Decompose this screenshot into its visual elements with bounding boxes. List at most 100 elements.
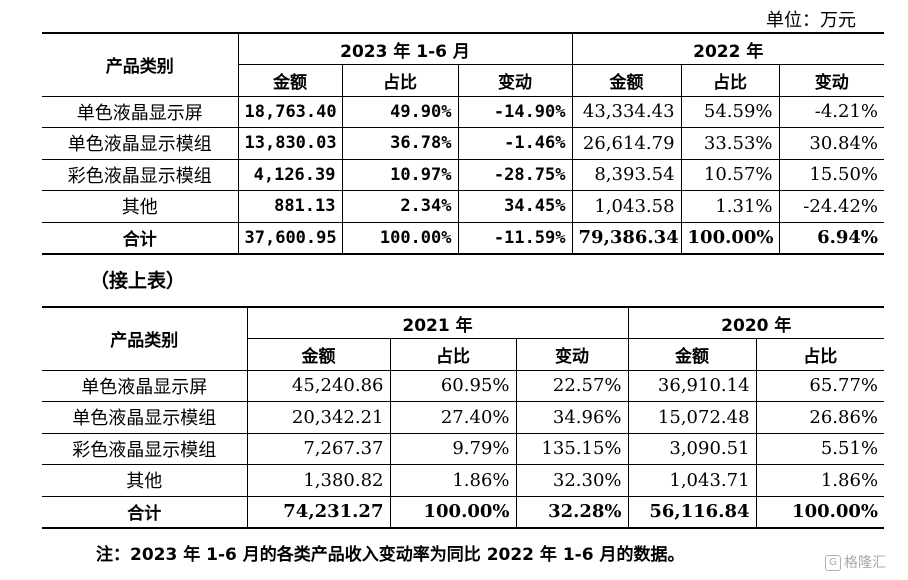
row-category: 其他 (126, 471, 163, 493)
cell-value: 27.40% (389, 401, 516, 433)
sub-header: 占比 (341, 64, 458, 96)
group-header-2021: 2021 年 (246, 307, 629, 339)
cell-value: 36.78% (341, 127, 458, 159)
table-row: 单色液晶显示屏 45,240.86 60.95% 22.57% 36,910.1… (42, 370, 885, 402)
cell-value: -1.46% (457, 127, 573, 159)
total-value: 6.94% (778, 222, 885, 254)
total-value: 74,231.27 (246, 496, 390, 528)
cell-value: -28.75% (457, 159, 573, 191)
cell-value: 2.34% (341, 190, 458, 222)
cell-value: 10.57% (680, 159, 780, 191)
cell-value: 33.53% (680, 127, 780, 159)
cell-value: -4.21% (778, 96, 885, 128)
revenue-table-2021-2020: 产品类别 2021 年 2020 年 金额 占比 变动 金额 占比 单色液晶显示… (42, 306, 885, 529)
cell-value: 20,342.21 (246, 401, 390, 433)
category-header: 产品类别 (42, 307, 247, 371)
cell-value: 26,614.79 (571, 127, 682, 159)
cell-value: 34.96% (515, 401, 629, 433)
footnote: 注：2023 年 1-6 月的各类产品收入变动率为同比 2022 年 1-6 月… (96, 545, 685, 565)
total-value: 79,386.34 (571, 222, 682, 254)
sub-header: 金额 (237, 64, 342, 96)
cell-value: 10.97% (341, 159, 458, 191)
sub-header: 变动 (778, 64, 885, 96)
table-row: 其他 1,380.82 1.86% 32.30% 1,043.71 1.86% (42, 464, 885, 496)
cell-value: 4,126.39 (237, 159, 342, 191)
cell-value: 881.13 (237, 190, 342, 222)
cell-value: 36,910.14 (627, 370, 757, 402)
sub-header: 变动 (515, 338, 629, 370)
cell-value: 9.79% (389, 433, 516, 465)
row-category: 其他 (121, 197, 158, 219)
cell-value: 1.86% (389, 464, 516, 496)
cell-value: 7,267.37 (246, 433, 390, 465)
sub-header: 金额 (571, 64, 682, 96)
cell-value: 15.50% (778, 159, 885, 191)
cell-value: 26.86% (755, 401, 885, 433)
cell-value: 49.90% (341, 96, 458, 128)
group-header-2022: 2022 年 (571, 33, 885, 65)
watermark-text: 格隆汇 (844, 555, 886, 571)
row-category: 彩色液晶显示模组 (72, 439, 217, 461)
cell-value: 1.86% (755, 464, 885, 496)
row-category: 单色液晶显示屏 (76, 102, 203, 124)
unit-label: 单位：万元 (766, 10, 856, 31)
cell-value: 1,380.82 (246, 464, 390, 496)
cell-value: 1,043.71 (627, 464, 757, 496)
table-row: 彩色液晶显示模组 4,126.39 10.97% -28.75% 8,393.5… (42, 159, 885, 191)
sub-header: 变动 (457, 64, 573, 96)
cell-value: 22.57% (515, 370, 629, 402)
group-header-2023h1: 2023 年 1-6 月 (237, 33, 573, 65)
sub-header: 占比 (389, 338, 516, 370)
cell-value: 30.84% (778, 127, 885, 159)
cell-value: 1,043.58 (571, 190, 682, 222)
group-header-2020: 2020 年 (627, 307, 885, 339)
cell-value: 54.59% (680, 96, 780, 128)
total-value: 100.00% (680, 222, 780, 254)
cell-value: 18,763.40 (237, 96, 342, 128)
row-category: 单色液晶显示屏 (81, 376, 208, 398)
watermark: G 格隆汇 (825, 552, 886, 572)
total-row: 合计 37,600.95 100.00% -11.59% 79,386.34 1… (42, 222, 885, 254)
cell-value: -24.42% (778, 190, 885, 222)
cell-value: 60.95% (389, 370, 516, 402)
total-label: 合计 (122, 230, 157, 250)
category-header: 产品类别 (42, 33, 238, 97)
cell-value: 135.15% (515, 433, 629, 465)
table-row: 单色液晶显示模组 20,342.21 27.40% 34.96% 15,072.… (42, 401, 885, 433)
continued-label: （接上表） (90, 270, 186, 292)
cell-value: 34.45% (457, 190, 573, 222)
cell-value: 5.51% (755, 433, 885, 465)
total-value: 32.28% (515, 496, 629, 528)
cell-value: 65.77% (755, 370, 885, 402)
cell-value: 3,090.51 (627, 433, 757, 465)
table-row: 其他 881.13 2.34% 34.45% 1,043.58 1.31% -2… (42, 190, 885, 222)
watermark-logo-icon: G (825, 555, 841, 571)
total-label: 合计 (127, 504, 162, 524)
total-value: 100.00% (755, 496, 885, 528)
cell-value: 1.31% (680, 190, 780, 222)
cell-value: -14.90% (457, 96, 573, 128)
table-row: 单色液晶显示屏 18,763.40 49.90% -14.90% 43,334.… (42, 96, 885, 128)
sub-header: 占比 (755, 338, 885, 370)
total-row: 合计 74,231.27 100.00% 32.28% 56,116.84 10… (42, 496, 885, 528)
row-category: 彩色液晶显示模组 (67, 165, 212, 187)
revenue-table-2023-2022: 产品类别 2023 年 1-6 月 2022 年 金额 占比 变动 金额 占比 … (42, 32, 885, 255)
total-value: 37,600.95 (237, 222, 342, 254)
sub-header: 金额 (246, 338, 390, 370)
total-value: 100.00% (341, 222, 458, 254)
cell-value: 32.30% (515, 464, 629, 496)
sub-header: 金额 (627, 338, 757, 370)
sub-header: 占比 (680, 64, 780, 96)
cell-value: 8,393.54 (571, 159, 682, 191)
total-value: -11.59% (457, 222, 573, 254)
table-row: 彩色液晶显示模组 7,267.37 9.79% 135.15% 3,090.51… (42, 433, 885, 465)
total-value: 56,116.84 (627, 496, 757, 528)
cell-value: 13,830.03 (237, 127, 342, 159)
row-category: 单色液晶显示模组 (67, 134, 212, 156)
cell-value: 43,334.43 (571, 96, 682, 128)
total-value: 100.00% (389, 496, 516, 528)
cell-value: 45,240.86 (246, 370, 390, 402)
row-category: 单色液晶显示模组 (72, 408, 217, 430)
table-row: 单色液晶显示模组 13,830.03 36.78% -1.46% 26,614.… (42, 127, 885, 159)
cell-value: 15,072.48 (627, 401, 757, 433)
